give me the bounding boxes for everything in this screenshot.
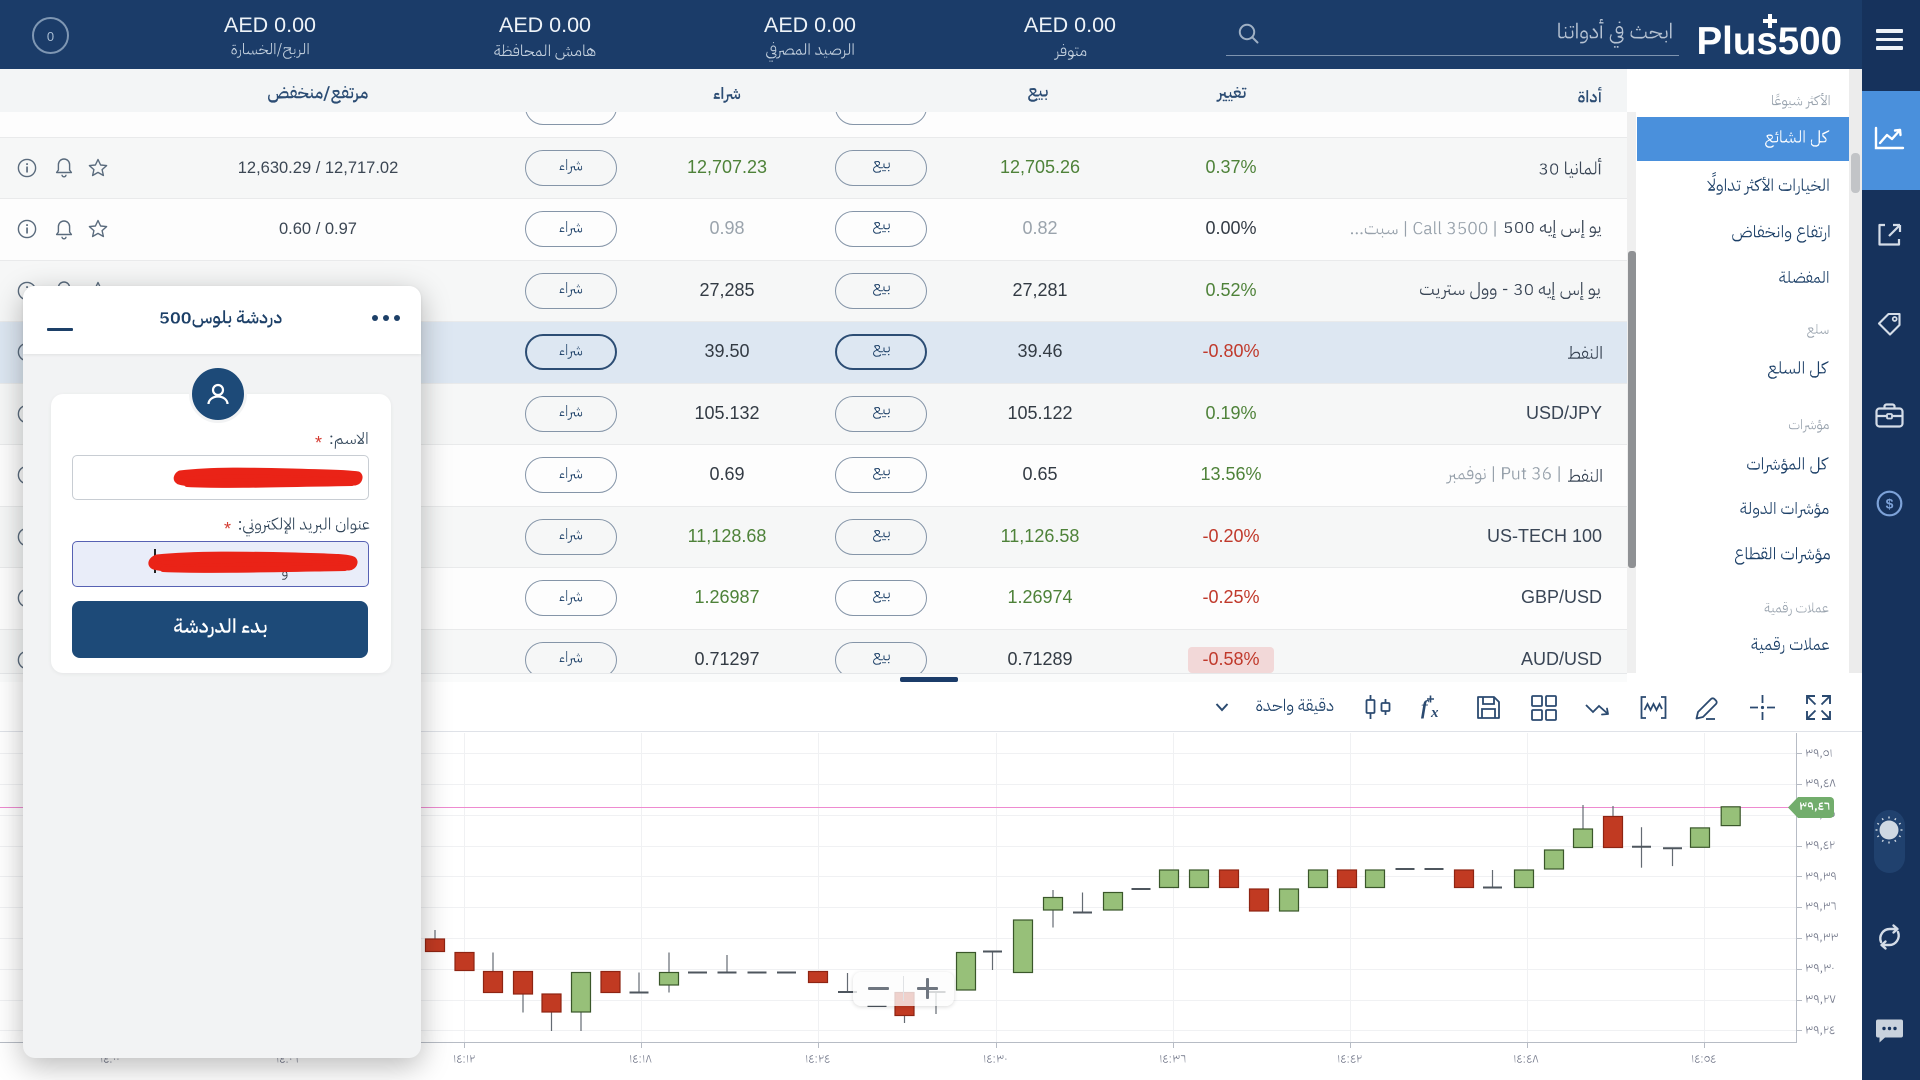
svg-text:f: f [1421, 697, 1430, 719]
svg-text:x: x [1430, 705, 1439, 721]
svg-text:$: $ [1886, 496, 1894, 512]
